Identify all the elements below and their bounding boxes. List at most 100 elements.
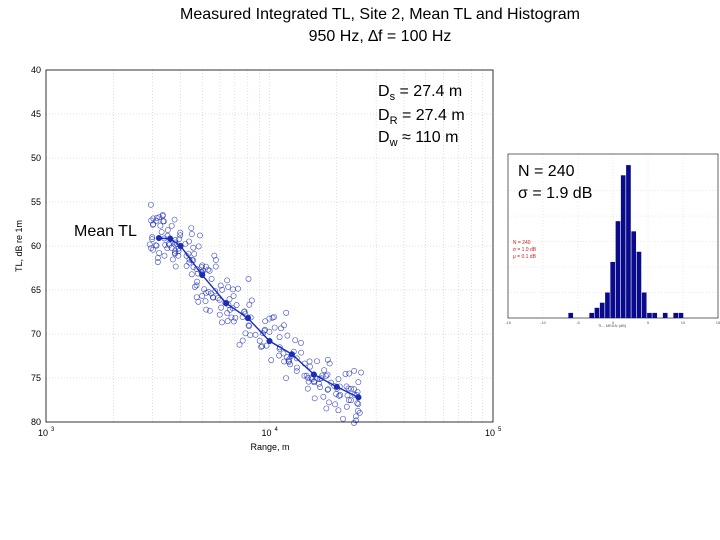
hist-inset-line: μ = 0.1 dB [513, 254, 537, 260]
scatter-point [216, 311, 223, 318]
scatter-point [324, 386, 331, 393]
scatter-point [256, 337, 263, 344]
scatter-point [351, 386, 357, 393]
scatter-point [292, 337, 299, 344]
scatter-point [168, 222, 175, 229]
histogram-bar [620, 175, 626, 318]
scatter-point [198, 264, 205, 271]
scatter-point [216, 296, 223, 303]
histogram-bar [678, 312, 684, 318]
hist-x-tick-label: 15 [716, 320, 720, 325]
scatter-point [283, 309, 290, 316]
scatter-point [213, 257, 219, 263]
scatter-point [283, 375, 289, 381]
scatter-point [203, 306, 210, 313]
scatter-point [284, 354, 290, 360]
scatter-point [354, 400, 361, 407]
scatter-point [150, 246, 156, 253]
scatter-point [203, 263, 209, 270]
scatter-point [342, 371, 349, 377]
x-tick-exponent: 4 [275, 427, 279, 433]
scatter-point [191, 284, 198, 290]
mean-tl-point [266, 337, 273, 345]
scatter-point [218, 304, 224, 311]
scatter-point [335, 407, 342, 414]
histogram-bar [662, 312, 668, 318]
scatter-point [154, 259, 161, 265]
scatter-point [278, 325, 284, 332]
ds-annotation: Ds = 27.4 m [378, 83, 463, 104]
scatter-point [316, 380, 322, 387]
n-count-label: N = 240 [518, 163, 575, 180]
scatter-point [269, 314, 276, 321]
x-tick-exponent: 5 [498, 427, 502, 433]
scatter-point [172, 263, 179, 270]
y-tick-label: 75 [31, 373, 41, 383]
scatter-point [149, 236, 156, 243]
scatter-point [160, 218, 167, 225]
scatter-point [150, 215, 157, 222]
scatter-point [176, 235, 183, 242]
scatter-point [332, 401, 339, 408]
y-tick-label: 40 [31, 65, 41, 75]
histogram-bar [626, 165, 631, 318]
histogram-bar [641, 292, 647, 318]
scatter-point [306, 358, 313, 365]
hist-x-tick-label: 10 [681, 320, 686, 325]
scatter-point [333, 391, 340, 397]
y-tick-label: 50 [31, 153, 41, 163]
scatter-point [146, 241, 153, 248]
scatter-point [210, 294, 217, 301]
scatter-point [355, 379, 362, 386]
scatter-point [268, 357, 275, 364]
scatter-point [156, 250, 163, 256]
scatter-point [233, 302, 240, 308]
scatter-point [172, 247, 179, 254]
scatter-point [345, 397, 352, 404]
hist-x-tick-label: -5 [576, 320, 580, 325]
scatter-point [224, 318, 231, 325]
scatter-point [252, 331, 259, 338]
scatter-point [193, 282, 200, 289]
mean-tl-point [310, 371, 317, 378]
scatter-point [325, 386, 332, 393]
scatter-point [336, 392, 343, 399]
scatter-point [246, 323, 252, 329]
scatter-point [224, 310, 231, 316]
hist-ticks: -15 -10 -5 0 5 10 15 [505, 320, 720, 325]
histogram-bar [589, 312, 595, 318]
scatter-point [177, 229, 184, 236]
scatter-point [258, 343, 264, 350]
scatter-point [162, 242, 169, 248]
scatter-point [247, 332, 254, 338]
histogram-bar [647, 312, 652, 318]
hist-x-tick-label: 0 [612, 320, 615, 325]
scatter-point [168, 244, 175, 251]
histogram-bar [673, 312, 679, 318]
scatter-point [230, 293, 237, 299]
scatter-point [248, 297, 255, 304]
histogram-bars [568, 165, 684, 318]
scatter-point [175, 252, 182, 259]
y-tick-label: 70 [31, 329, 41, 339]
scatter-point [211, 252, 218, 259]
scatter-point [301, 372, 308, 379]
scatter-point [326, 399, 332, 406]
hist-x-tick-label: -10 [540, 320, 547, 325]
scatter-point [150, 221, 157, 227]
main-grid [46, 70, 493, 422]
y-tick-label: 55 [31, 197, 41, 207]
scatter-point [183, 263, 190, 269]
chart-title: Measured Integrated TL, Site 2, Mean TL … [180, 6, 580, 23]
scatter-point [337, 392, 344, 398]
scatter-point [355, 401, 362, 407]
scatter-point [294, 364, 300, 371]
scatter-point [266, 328, 273, 335]
scatter-point [195, 298, 202, 305]
scatter-point [177, 232, 184, 239]
scatter-point [286, 356, 293, 363]
scatter-point [199, 293, 205, 299]
